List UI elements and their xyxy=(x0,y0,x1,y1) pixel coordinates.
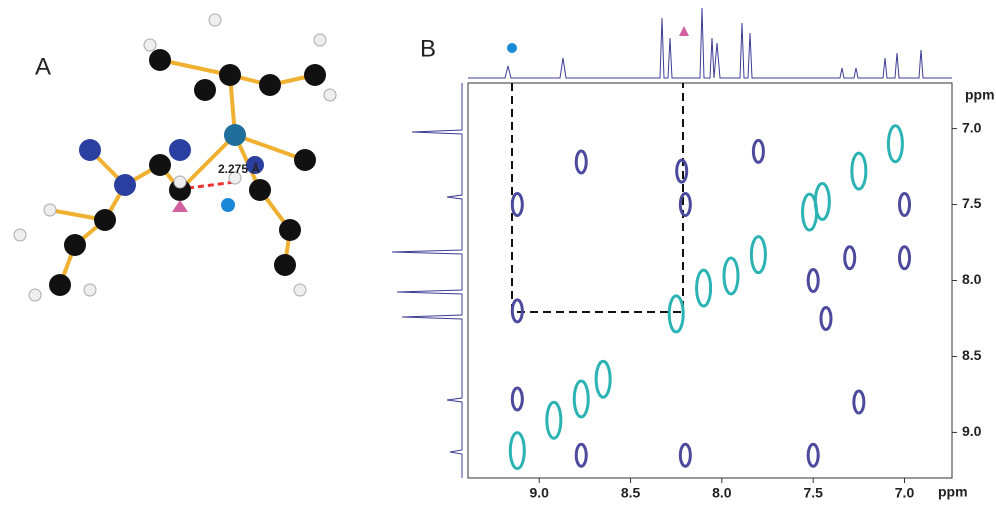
marker-dot xyxy=(507,43,517,53)
cross-peak xyxy=(678,192,692,218)
cross-peak xyxy=(510,386,524,412)
cross-peak xyxy=(508,431,526,471)
y-tick-label: 9.0 xyxy=(962,423,982,439)
x-tick-label: 7.5 xyxy=(803,485,823,501)
cross-peak xyxy=(749,235,767,275)
y-axis-label: ppm xyxy=(965,87,995,103)
cross-peak xyxy=(574,442,588,468)
cross-peak xyxy=(751,138,765,164)
molecule xyxy=(13,13,337,302)
cross-peak xyxy=(574,149,588,175)
cross-peak xyxy=(806,268,820,293)
y-tick-label: 7.5 xyxy=(962,195,982,211)
panel-a-label: A xyxy=(35,53,51,80)
dashed-guide xyxy=(511,83,684,313)
cross-peak xyxy=(898,192,912,218)
cross-peak xyxy=(898,245,912,271)
top-projection xyxy=(468,7,952,79)
y-tick-label: 8.5 xyxy=(962,347,982,363)
cross-peak xyxy=(675,158,689,184)
cross-peak xyxy=(545,400,563,440)
left-projection xyxy=(391,83,463,478)
x-axis-label: ppm xyxy=(938,484,968,500)
y-tick-label: 7.0 xyxy=(962,119,982,135)
cross-peak xyxy=(510,298,524,324)
cross-peak xyxy=(886,124,904,164)
x-tick-label: 8.5 xyxy=(621,485,641,501)
cross-peak xyxy=(813,182,831,221)
cross-peak xyxy=(695,268,713,308)
cross-peak xyxy=(572,379,590,419)
cross-peak xyxy=(843,245,857,271)
marker-triangle xyxy=(679,26,689,36)
cross-peak xyxy=(850,151,868,191)
cross-peak xyxy=(510,192,524,218)
cross-peak xyxy=(819,305,833,331)
cross-peak xyxy=(722,256,740,296)
cross-peak xyxy=(678,442,692,468)
cross-peak xyxy=(667,294,685,334)
chart-title: B xyxy=(420,35,436,62)
cross-peak xyxy=(594,359,612,399)
x-tick-label: 7.0 xyxy=(895,485,915,501)
y-tick-label: 8.0 xyxy=(962,271,982,287)
cross-peak xyxy=(806,442,820,468)
cross-peak xyxy=(852,389,866,415)
x-tick-label: 9.0 xyxy=(529,485,549,501)
distance-label: 2.275 Å xyxy=(218,161,260,176)
x-tick-label: 8.0 xyxy=(712,485,732,501)
